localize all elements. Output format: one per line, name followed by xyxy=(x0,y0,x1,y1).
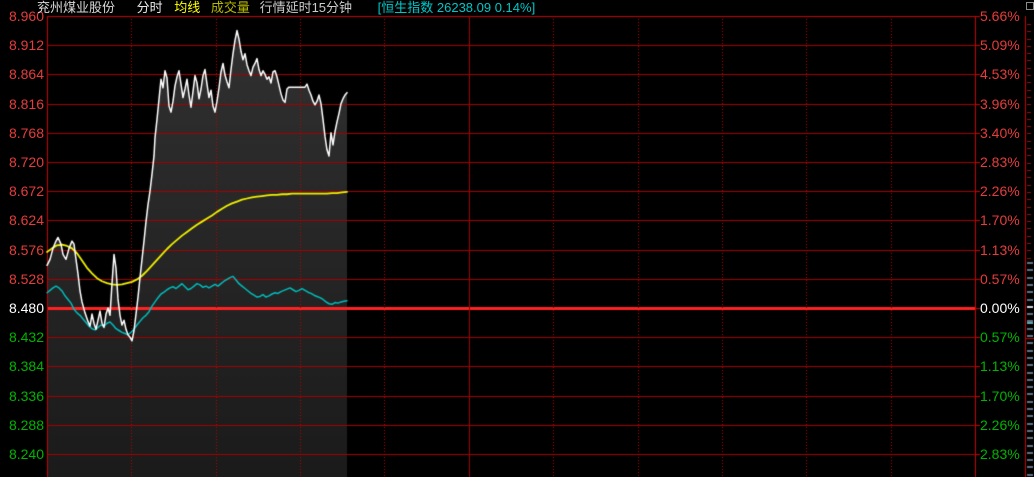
chart-header: 兖州煤业股份 分时 均线 成交量 行情延时15分钟 [恒生指数 26238.09… xyxy=(0,0,1034,16)
tab-moving-average[interactable]: 均线 xyxy=(174,0,201,15)
adjacent-panel-corner-icon xyxy=(1026,2,1034,10)
quote-delay-note: 行情延时15分钟 xyxy=(259,0,353,15)
tab-volume[interactable]: 成交量 xyxy=(210,0,250,15)
tab-timeshare[interactable]: 分时 xyxy=(136,0,163,15)
stock-name: 兖州煤业股份 xyxy=(37,0,116,15)
hang-seng-index-quote[interactable]: [恒生指数 26238.09 0.14%] xyxy=(377,0,536,15)
